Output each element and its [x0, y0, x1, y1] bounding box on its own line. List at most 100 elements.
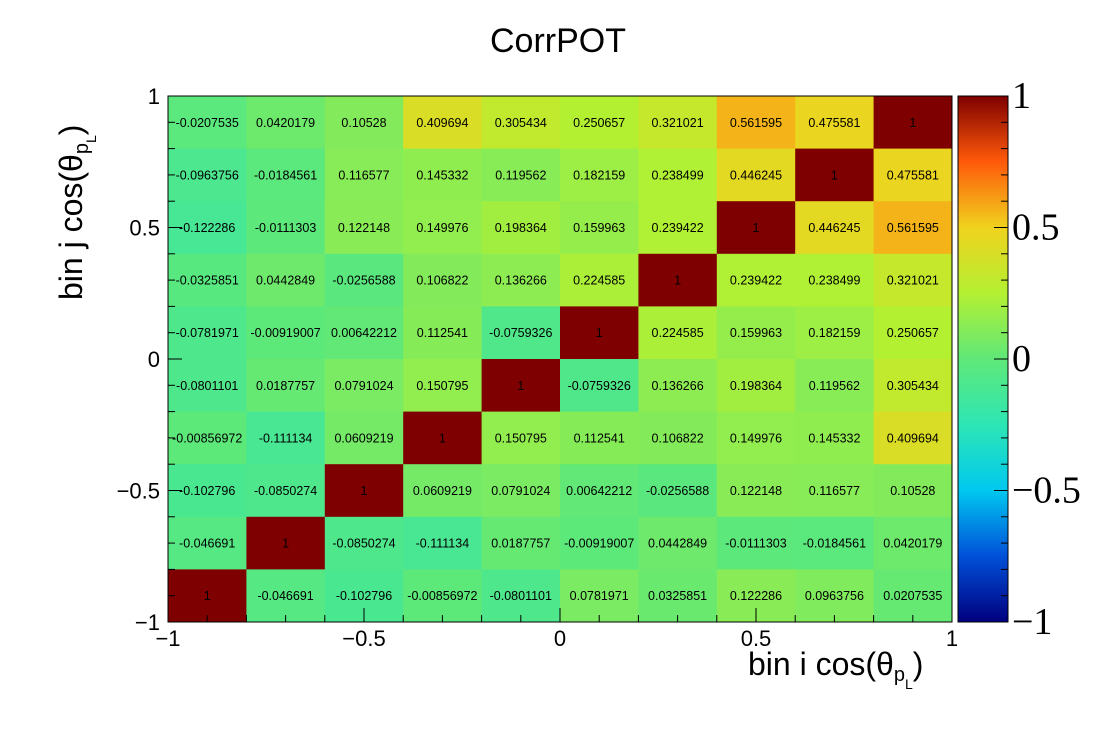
cell-value-label: 0.198364 — [730, 379, 782, 393]
heatmap-cell — [324, 96, 404, 150]
heatmap-cell — [795, 464, 875, 518]
cell-value-label: 0.106822 — [652, 431, 704, 445]
cell-value-label: 0.239422 — [652, 221, 704, 235]
cell-value-label: 1 — [674, 274, 681, 288]
heatmap-cell — [403, 96, 483, 150]
cell-value-label: -0.0325851 — [176, 274, 239, 288]
cell-value-label: 0.198364 — [495, 221, 547, 235]
heatmap-cell — [638, 306, 718, 360]
cell-value-label: -0.046691 — [257, 589, 313, 603]
cell-value-label: 0.0791024 — [491, 484, 550, 498]
cell-value-label: 1 — [596, 326, 603, 340]
cell-value-label: 0.0187757 — [491, 537, 550, 551]
heatmap-cell — [638, 96, 718, 150]
heatmap-cell — [403, 359, 483, 413]
cell-value-label: 0.122148 — [338, 221, 390, 235]
heatmap-cell — [795, 306, 875, 360]
cell-value-label: -0.0759326 — [568, 379, 631, 393]
cell-value-label: 0.446245 — [808, 221, 860, 235]
heatmap-cell — [638, 201, 718, 255]
cell-value-label: 0.10528 — [341, 116, 386, 130]
cell-value-label: 0.475581 — [887, 168, 939, 182]
cell-value-label: 0.321021 — [887, 274, 939, 288]
cell-value-label: -0.102796 — [336, 589, 392, 603]
y-axis-title: bin j cos(θpL) — [53, 125, 99, 300]
cell-value-label: 1 — [753, 221, 760, 235]
cell-value-label: 0.224585 — [573, 274, 625, 288]
heatmap-cell — [168, 148, 247, 202]
heatmap-cell — [324, 464, 404, 518]
cell-value-label: 1 — [909, 116, 916, 130]
cell-value-label: 1 — [517, 379, 524, 393]
cell-value-label: 0.305434 — [887, 379, 939, 393]
heatmap-cell — [560, 516, 639, 570]
cell-value-label: -0.0801101 — [176, 379, 238, 393]
z-tick-label: 0 — [1012, 338, 1031, 380]
heatmap-cell — [168, 359, 247, 413]
heatmap-cell-labels: -0.0207535 0.0420179 0.10528 0.409694 0.3054… — [172, 116, 942, 603]
heatmap-cell — [716, 464, 796, 518]
heatmap-cell — [795, 359, 875, 413]
heatmap-cell — [168, 569, 247, 623]
heatmap-cells — [168, 96, 953, 623]
cell-value-label: -0.111134 — [259, 431, 313, 445]
cell-value-label: -0.0759326 — [489, 326, 552, 340]
heatmap-cell — [795, 253, 875, 307]
heatmap-cell — [403, 516, 483, 570]
cell-value-label: -0.00919007 — [564, 537, 634, 551]
heatmap-cell — [246, 201, 326, 255]
y-tick-label: 0 — [148, 347, 160, 372]
heatmap-cell — [638, 148, 718, 202]
heatmap-cell — [560, 569, 639, 623]
chart-title: CorrPOT — [490, 22, 626, 60]
heatmap-cell — [168, 96, 247, 150]
cell-value-label: 0.149976 — [416, 221, 468, 235]
heatmap-cell — [481, 96, 561, 150]
heatmap-cell — [638, 411, 718, 465]
heatmap-cell — [481, 148, 561, 202]
heatmap-cell — [716, 359, 796, 413]
heatmap-cell — [481, 201, 561, 255]
z-tick-label: 0.5 — [1012, 207, 1060, 249]
z-tick-label: −1 — [1012, 601, 1052, 643]
heatmap-cell — [873, 253, 953, 307]
cell-value-label: 0.112541 — [417, 326, 468, 340]
heatmap-cell — [324, 411, 404, 465]
cell-value-label: 0.182159 — [808, 326, 860, 340]
z-tick-label: −0.5 — [1012, 470, 1081, 512]
cell-value-label: 0.0609219 — [413, 484, 472, 498]
heatmap-cell — [716, 201, 796, 255]
cell-value-label: -0.0184561 — [803, 537, 866, 551]
heatmap-cell — [795, 516, 875, 570]
heatmap-cell — [560, 359, 639, 413]
heatmap-cell — [481, 516, 561, 570]
cell-value-label: 0.224585 — [652, 326, 704, 340]
cell-value-label: 0.136266 — [495, 274, 547, 288]
heatmap-cell — [481, 411, 561, 465]
heatmap-cell — [403, 569, 483, 623]
z-tick-label: 1 — [1012, 75, 1031, 117]
cell-value-label: 0.475581 — [808, 116, 860, 130]
heatmap-cell — [795, 201, 875, 255]
heatmap-cell — [873, 96, 953, 150]
heatmap-cell — [246, 253, 326, 307]
x-tick-label: −0.5 — [342, 626, 385, 651]
cell-value-label: 0.116577 — [338, 168, 389, 182]
heatmap-cell — [795, 411, 875, 465]
heatmap-cell — [638, 569, 718, 623]
cell-value-label: 0.145332 — [808, 431, 860, 445]
cell-value-label: 0.561595 — [730, 116, 782, 130]
cell-value-label: 0.00642212 — [566, 484, 632, 498]
heatmap-cell — [403, 201, 483, 255]
cell-value-label: 0.250657 — [573, 116, 625, 130]
cell-value-label: 0.116577 — [809, 484, 860, 498]
heatmap-cell — [403, 464, 483, 518]
heatmap-cell — [795, 96, 875, 150]
cell-value-label: 0.250657 — [887, 326, 939, 340]
cell-value-label: 0.119562 — [495, 168, 546, 182]
heatmap-cell — [168, 411, 247, 465]
cell-value-label: -0.0256588 — [646, 484, 709, 498]
cell-value-label: -0.00856972 — [407, 589, 477, 603]
heatmap-cell — [716, 411, 796, 465]
heatmap-cell — [324, 516, 404, 570]
